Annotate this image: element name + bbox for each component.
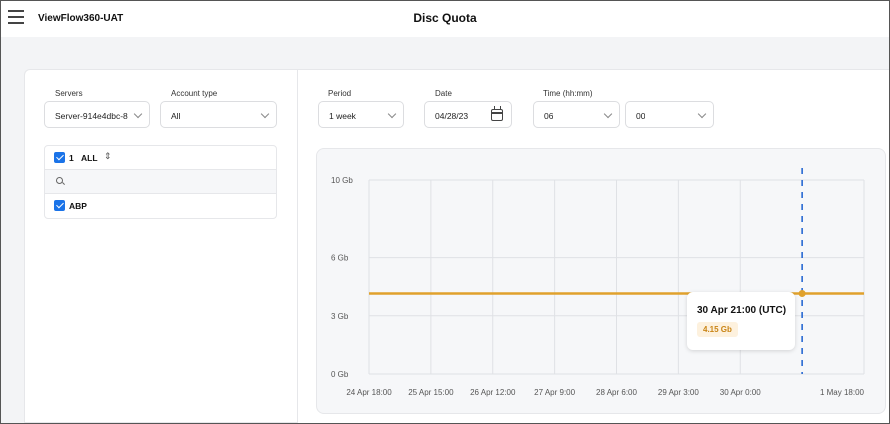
y-tick-label: 0 Gb [331, 370, 349, 379]
item-checkbox[interactable] [54, 200, 65, 211]
servers-value: Server-914e4dbc-8 [55, 111, 128, 121]
list-item[interactable]: ABP [45, 194, 276, 218]
date-input[interactable]: 04/28/23 [424, 101, 512, 128]
servers-label: Servers [55, 89, 83, 98]
x-tick-label: 24 Apr 18:00 [346, 388, 392, 397]
x-tick-label: 1 May 18:00 [820, 388, 865, 397]
x-tick-label: 26 Apr 12:00 [470, 388, 516, 397]
account-type-select[interactable]: All [160, 101, 277, 128]
x-tick-label: 28 Apr 6:00 [596, 388, 637, 397]
top-bar: Disc Quota ViewFlow360-UAT [1, 1, 889, 37]
date-value: 04/28/23 [435, 111, 469, 121]
servers-select[interactable]: Server-914e4dbc-8 [44, 101, 150, 128]
x-tick-label: 25 Apr 15:00 [408, 388, 454, 397]
menu-icon[interactable] [8, 10, 24, 24]
account-type-value: All [171, 111, 181, 121]
chart-tooltip: 30 Apr 21:00 (UTC) 4.15 Gb [687, 292, 795, 350]
period-label: Period [328, 89, 352, 98]
period-select[interactable]: 1 week [318, 101, 404, 128]
cursor-point [798, 289, 806, 297]
hour-select[interactable]: 06 [533, 101, 620, 128]
x-tick-label: 27 Apr 9:00 [534, 388, 575, 397]
time-label: Time (hh:mm) [543, 89, 593, 98]
tooltip-value-badge: 4.15 Gb [697, 322, 738, 337]
y-tick-label: 6 Gb [331, 254, 349, 263]
account-list: 1 ALL ⇕ ABP [44, 145, 277, 219]
filter-panel [24, 69, 297, 423]
account-type-label: Account type [171, 89, 218, 98]
x-tick-label: 30 Apr 0:00 [720, 388, 761, 397]
list-search-row[interactable] [45, 170, 276, 194]
list-header-row: 1 ALL ⇕ [45, 146, 276, 170]
selected-count: 1 [69, 153, 74, 163]
app-title: ViewFlow360-UAT [38, 13, 124, 24]
hour-value: 06 [544, 111, 554, 121]
list-item-label: ABP [69, 201, 87, 211]
search-icon [56, 177, 63, 184]
y-tick-label: 10 Gb [331, 176, 353, 185]
minute-value: 00 [636, 111, 646, 121]
page-title: Disc Quota [413, 11, 477, 25]
period-value: 1 week [329, 111, 356, 121]
y-tick-label: 3 Gb [331, 312, 349, 321]
chart-card [316, 148, 886, 414]
select-all-checkbox[interactable] [54, 152, 65, 163]
calendar-icon[interactable] [491, 106, 503, 121]
select-all-label: ALL [81, 153, 98, 163]
tooltip-title: 30 Apr 21:00 (UTC) [697, 305, 787, 316]
x-tick-label: 29 Apr 3:00 [658, 388, 699, 397]
date-label: Date [435, 89, 452, 98]
minute-select[interactable]: 00 [625, 101, 714, 128]
sort-icon[interactable]: ⇕ [104, 151, 112, 161]
